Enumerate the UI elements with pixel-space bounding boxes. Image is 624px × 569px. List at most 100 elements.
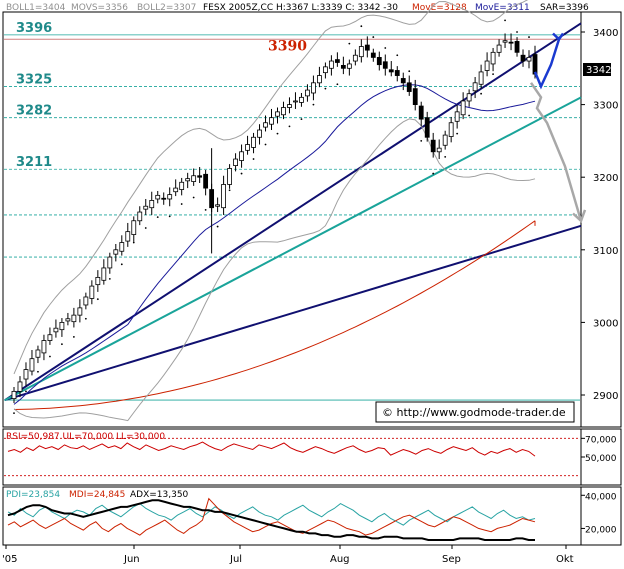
candle-body [484,60,490,71]
price-ticks: 3400 3300 3200 3100 3000 2900 [581,28,618,402]
candle-body [520,54,526,62]
candle-body [173,187,179,193]
price-axis [580,11,622,428]
x-tick-label: Jul [229,554,242,565]
candle-body [526,57,532,62]
candle-body [346,63,352,69]
candle-body [514,41,520,53]
bollinger-upper [13,0,529,375]
rsi-line [7,441,536,457]
sar-dot [504,19,506,22]
candle-body [382,61,388,69]
candles [11,33,538,403]
sar-dot [120,263,123,266]
candle-body [35,349,41,358]
last-price-label: 3342 [586,65,611,76]
projection-arrows [529,32,587,223]
candle-body [299,96,304,103]
dmi-tick-label: 40,000 [585,492,617,502]
rsi-header: RSI=50,987 UL=70,000 LL=30,000 [6,432,165,442]
parabolic-sar [13,19,530,415]
candle-body [418,105,424,120]
candle-body [131,220,137,235]
candle-body [23,369,29,380]
sar-dot [192,196,195,199]
bollinger-lower [13,118,536,422]
sar-dot [516,31,518,33]
sar-dot [61,343,63,346]
sar-dot [144,227,147,229]
projection-blue-path [533,38,561,90]
x-tick-label: Sep [442,554,461,565]
candle-body [287,104,292,108]
adx-line [7,499,535,541]
candle-body [137,211,143,222]
x-tick-label: '05 [2,554,17,565]
upper-channel-line [4,22,582,401]
moving-averages [13,84,536,410]
candle-body [47,334,53,341]
move-red-label: MovE=3128 [412,3,467,13]
candle-body [113,249,119,255]
sar-dot [49,355,51,358]
candle-body [430,139,436,153]
candle-body [65,318,71,322]
candle-body [466,93,472,102]
candle-body [41,340,47,354]
x-tick-label: Jun [123,554,140,565]
sar-dot [37,370,39,373]
projection-grey-arrowhead [572,209,587,223]
sar-dot [13,412,15,415]
candle-body [257,129,262,138]
candle-body [370,52,376,58]
rsi-tick-label: 50,000 [585,454,617,464]
quote-label: FESX 2005Z,CC H:3367 L:3339 C: 3342 -30 [203,3,398,13]
rsi-tick-label: 70,000 [585,435,617,445]
candle-body [394,70,400,76]
rsi-axis [580,428,622,486]
sar-dot [300,118,303,121]
level-labels: 3396 3325 3282 3211 [16,21,52,170]
sar-dot [528,36,530,38]
candle-body [400,78,406,84]
candle-body [436,147,442,153]
price-tick-label: 3300 [593,101,618,112]
candle-body [352,54,358,62]
candle-body [334,59,340,63]
projection-blue-arrowhead [552,32,565,42]
sar-dot [84,317,87,320]
boll2-label: BOLL2=3307 [137,3,196,13]
sar-dot [288,125,291,128]
candle-body [454,111,460,122]
mdi-line [7,497,536,536]
watermark-box [375,401,575,423]
candle-body [340,64,346,69]
candle-body [59,321,65,331]
projection-grey-path [529,82,583,222]
sar-dot [324,87,327,90]
candle-body [263,122,268,128]
level-label: 3396 [16,21,52,36]
candle-body [29,358,35,372]
candle-body [77,307,83,316]
candle-body [358,46,364,58]
support-line [4,96,582,401]
candle-body [155,194,161,200]
price-tick-label: 3200 [593,173,618,184]
sar-dot [360,25,363,28]
candle-body [460,100,466,116]
bollinger-bands [13,0,536,422]
candle-body [119,242,125,252]
candle-body [364,44,370,51]
sar-dot [420,140,423,142]
dmi-series [7,497,536,541]
candle-body [406,82,412,92]
dmi-tick-label: 20,000 [585,525,617,535]
candle-body [83,296,89,306]
x-tick-label: Aug [330,554,350,565]
price-tick-label: 3000 [593,318,618,329]
candle-body [71,314,77,323]
candle-body [448,122,454,137]
level-label: 3211 [16,155,52,170]
candle-body [424,117,430,138]
